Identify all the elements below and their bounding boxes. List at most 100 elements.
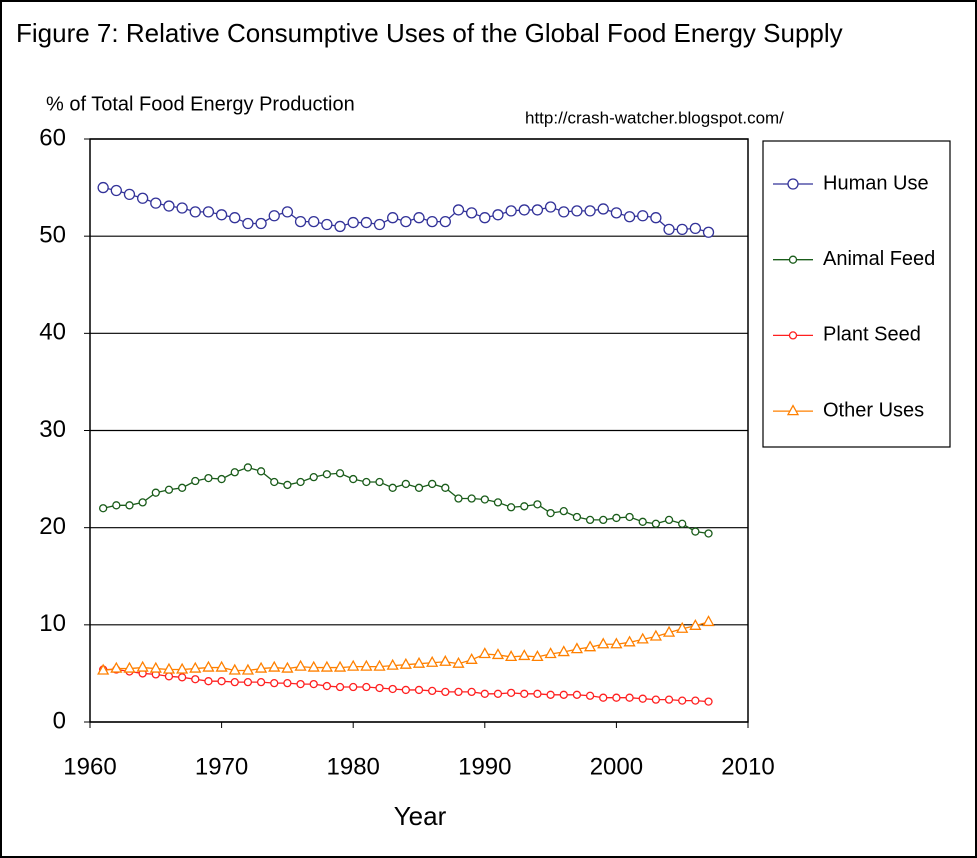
marker: [349, 474, 358, 484]
marker: [373, 659, 386, 671]
marker: [676, 621, 689, 633]
marker: [623, 211, 636, 223]
marker: [373, 218, 386, 231]
marker: [650, 212, 662, 224]
marker: [202, 660, 215, 672]
marker: [308, 215, 320, 228]
marker: [638, 517, 647, 526]
marker: [493, 689, 503, 698]
legend-label: Other Uses: [823, 399, 924, 421]
marker: [533, 500, 542, 509]
marker: [439, 215, 451, 228]
marker: [638, 694, 647, 703]
marker: [241, 663, 255, 675]
marker: [177, 483, 187, 492]
marker: [597, 203, 609, 215]
marker: [610, 637, 623, 649]
marker: [138, 498, 147, 507]
marker: [599, 693, 608, 702]
marker: [546, 508, 555, 518]
x-tick-label: 2010: [721, 753, 774, 780]
y-tick-label: 0: [53, 707, 66, 734]
marker: [467, 494, 476, 503]
y-tick-label: 40: [39, 319, 66, 346]
marker: [163, 200, 175, 212]
marker: [283, 678, 292, 688]
marker: [678, 519, 687, 528]
marker: [375, 683, 384, 693]
marker: [360, 216, 373, 229]
marker: [149, 661, 162, 673]
marker: [571, 205, 583, 217]
marker: [362, 477, 371, 487]
y-tick-label: 50: [39, 222, 66, 249]
marker: [294, 215, 307, 228]
marker: [110, 661, 123, 673]
legend-box: [762, 140, 951, 448]
marker: [335, 682, 345, 692]
marker: [268, 210, 280, 222]
x-tick-label: 1970: [195, 753, 248, 780]
marker: [441, 483, 450, 492]
marker: [164, 485, 174, 494]
marker: [322, 681, 332, 691]
marker: [441, 687, 450, 697]
marker: [492, 209, 504, 221]
marker: [362, 682, 371, 692]
marker: [531, 650, 544, 662]
marker: [349, 682, 358, 692]
marker: [413, 212, 425, 224]
marker: [414, 483, 424, 492]
marker: [518, 649, 531, 661]
marker: [585, 515, 595, 525]
marker: [176, 662, 189, 674]
marker: [294, 659, 307, 671]
marker: [505, 205, 517, 217]
marker: [439, 654, 452, 666]
marker: [125, 501, 134, 510]
marker: [559, 690, 568, 699]
marker: [401, 685, 410, 695]
marker: [493, 498, 503, 507]
marker: [255, 217, 267, 230]
marker: [412, 656, 426, 668]
marker: [189, 661, 202, 673]
marker: [375, 477, 384, 487]
marker: [177, 673, 187, 682]
marker: [689, 618, 702, 630]
marker: [335, 469, 345, 478]
marker: [296, 477, 305, 487]
chart-title: Figure 7: Relative Consumptive Uses of t…: [16, 18, 843, 48]
marker: [399, 657, 412, 669]
marker: [309, 679, 318, 689]
marker: [191, 476, 200, 486]
marker: [663, 223, 675, 236]
marker: [572, 512, 582, 522]
marker: [347, 216, 359, 229]
marker: [546, 690, 555, 699]
marker: [320, 660, 333, 672]
marker: [558, 206, 570, 218]
legend: Human Use Animal Feed Plant Seed Other Uses: [762, 140, 951, 448]
marker: [787, 178, 799, 190]
legend-label: Plant Seed: [823, 324, 921, 346]
marker: [309, 472, 318, 482]
marker: [599, 515, 608, 525]
marker: [136, 660, 149, 672]
marker: [689, 222, 702, 235]
marker: [426, 215, 438, 228]
marker: [480, 495, 489, 504]
y-tick-label: 60: [39, 124, 66, 151]
marker: [491, 648, 505, 660]
marker: [347, 659, 360, 671]
marker: [243, 463, 253, 472]
marker: [691, 696, 700, 705]
marker: [518, 204, 530, 216]
marker: [164, 672, 174, 681]
marker: [544, 647, 557, 659]
marker: [479, 212, 491, 224]
marker: [215, 209, 228, 221]
marker: [204, 473, 213, 483]
marker: [428, 479, 437, 489]
y-tick-label: 30: [39, 416, 66, 443]
